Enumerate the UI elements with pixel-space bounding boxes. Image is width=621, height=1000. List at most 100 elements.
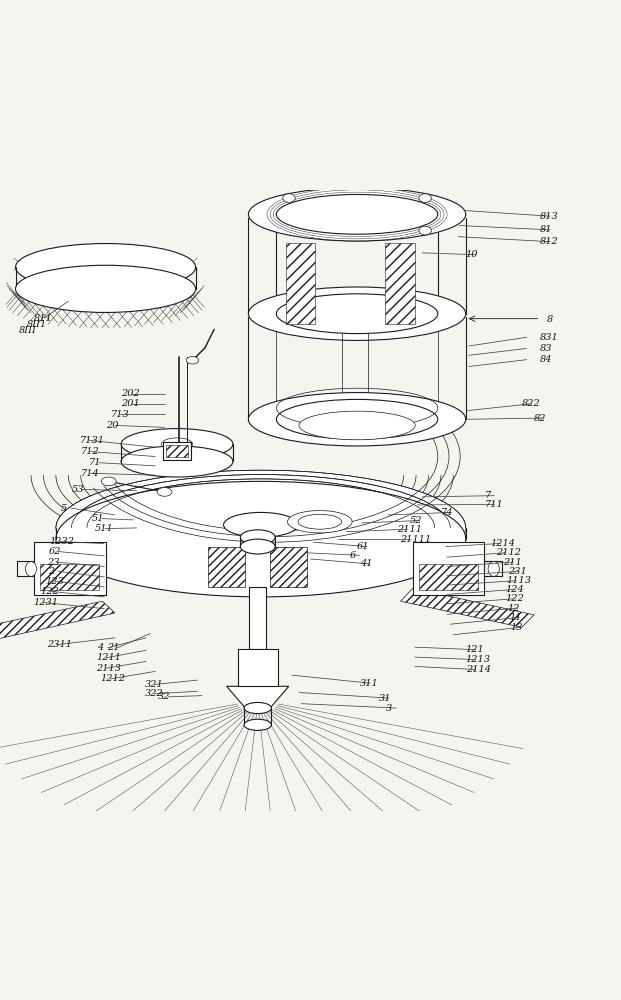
- Text: 121: 121: [466, 645, 484, 654]
- Text: 21111: 21111: [401, 535, 432, 544]
- Ellipse shape: [419, 194, 432, 202]
- Text: 2311: 2311: [47, 640, 71, 649]
- Text: 321: 321: [145, 680, 163, 689]
- Bar: [237, 649, 278, 686]
- Text: 84: 84: [540, 355, 553, 364]
- Text: 52: 52: [410, 516, 422, 525]
- Text: 122: 122: [505, 594, 524, 603]
- Text: 61: 61: [357, 542, 369, 551]
- Ellipse shape: [157, 488, 172, 496]
- Text: 7: 7: [484, 491, 491, 500]
- Text: 62: 62: [48, 547, 61, 556]
- Text: 211: 211: [503, 558, 522, 567]
- Text: 32: 32: [158, 692, 171, 701]
- Ellipse shape: [248, 188, 466, 241]
- Text: 71: 71: [89, 458, 101, 467]
- Bar: [286, 243, 315, 324]
- Bar: [166, 445, 188, 457]
- Text: 511: 511: [95, 524, 114, 533]
- Ellipse shape: [288, 511, 352, 533]
- Text: 202: 202: [121, 389, 140, 398]
- Text: 4: 4: [97, 643, 104, 652]
- Text: 322: 322: [145, 689, 163, 698]
- Text: 7131: 7131: [79, 436, 104, 445]
- Text: 713: 713: [111, 410, 129, 419]
- Text: 231: 231: [508, 567, 527, 576]
- Ellipse shape: [276, 194, 438, 234]
- Polygon shape: [401, 588, 534, 627]
- Text: 51: 51: [92, 514, 104, 523]
- Text: 1213: 1213: [466, 655, 491, 664]
- Bar: [40, 564, 99, 590]
- Text: 1231: 1231: [33, 598, 58, 607]
- Text: 21: 21: [107, 643, 120, 652]
- Ellipse shape: [488, 561, 499, 576]
- Text: 2112: 2112: [496, 548, 520, 557]
- Text: 1211: 1211: [96, 653, 121, 662]
- Text: 2: 2: [48, 567, 55, 576]
- Bar: [413, 542, 484, 595]
- Ellipse shape: [276, 399, 438, 439]
- Ellipse shape: [283, 194, 295, 202]
- Ellipse shape: [224, 512, 298, 537]
- Text: 813: 813: [540, 212, 559, 221]
- Ellipse shape: [101, 477, 116, 486]
- Text: 1113: 1113: [506, 576, 531, 585]
- Ellipse shape: [16, 265, 196, 312]
- Text: 1232: 1232: [50, 537, 75, 546]
- Text: 811: 811: [34, 314, 53, 323]
- Ellipse shape: [299, 411, 415, 440]
- Text: 812: 812: [540, 237, 559, 246]
- Ellipse shape: [25, 561, 37, 576]
- Text: 13: 13: [510, 623, 523, 632]
- Polygon shape: [227, 686, 289, 708]
- Ellipse shape: [56, 481, 466, 597]
- Text: 831: 831: [540, 333, 559, 342]
- Text: 1212: 1212: [101, 674, 125, 683]
- Bar: [34, 542, 106, 595]
- Text: 1214: 1214: [491, 539, 515, 548]
- Ellipse shape: [56, 470, 466, 586]
- Ellipse shape: [248, 393, 466, 446]
- Ellipse shape: [248, 287, 466, 340]
- Bar: [163, 442, 191, 460]
- Text: 122: 122: [40, 587, 59, 596]
- Bar: [249, 587, 266, 649]
- Text: 124: 124: [505, 585, 524, 594]
- Text: 311: 311: [360, 679, 379, 688]
- Bar: [208, 547, 245, 587]
- Text: 83: 83: [540, 344, 553, 353]
- Text: 53: 53: [71, 485, 84, 494]
- Text: 822: 822: [522, 399, 540, 408]
- Text: 12: 12: [507, 604, 520, 613]
- Text: 714: 714: [81, 469, 99, 478]
- Text: 8: 8: [546, 315, 553, 324]
- Ellipse shape: [16, 244, 196, 291]
- Ellipse shape: [240, 530, 275, 545]
- Text: 8III: 8III: [19, 326, 37, 335]
- Text: 31: 31: [379, 694, 391, 703]
- Ellipse shape: [121, 446, 233, 477]
- Bar: [385, 243, 415, 324]
- Text: 6: 6: [350, 551, 356, 560]
- Ellipse shape: [244, 719, 271, 730]
- Text: 8II1: 8II1: [27, 320, 47, 329]
- Ellipse shape: [419, 226, 432, 235]
- Text: 2113: 2113: [96, 664, 121, 673]
- Bar: [419, 564, 478, 590]
- Text: 11: 11: [509, 613, 522, 622]
- Bar: [270, 547, 307, 587]
- Text: 23: 23: [47, 558, 59, 567]
- Ellipse shape: [244, 702, 271, 714]
- Text: 81: 81: [540, 225, 553, 234]
- Text: 2114: 2114: [466, 665, 491, 674]
- Text: 41: 41: [360, 559, 373, 568]
- Text: 82: 82: [534, 414, 546, 423]
- Text: 20: 20: [106, 421, 118, 430]
- Ellipse shape: [161, 438, 193, 450]
- Text: 10: 10: [466, 250, 478, 259]
- Ellipse shape: [121, 429, 233, 460]
- Text: 3: 3: [386, 704, 392, 713]
- Text: 201: 201: [121, 399, 140, 408]
- Text: 712: 712: [81, 447, 99, 456]
